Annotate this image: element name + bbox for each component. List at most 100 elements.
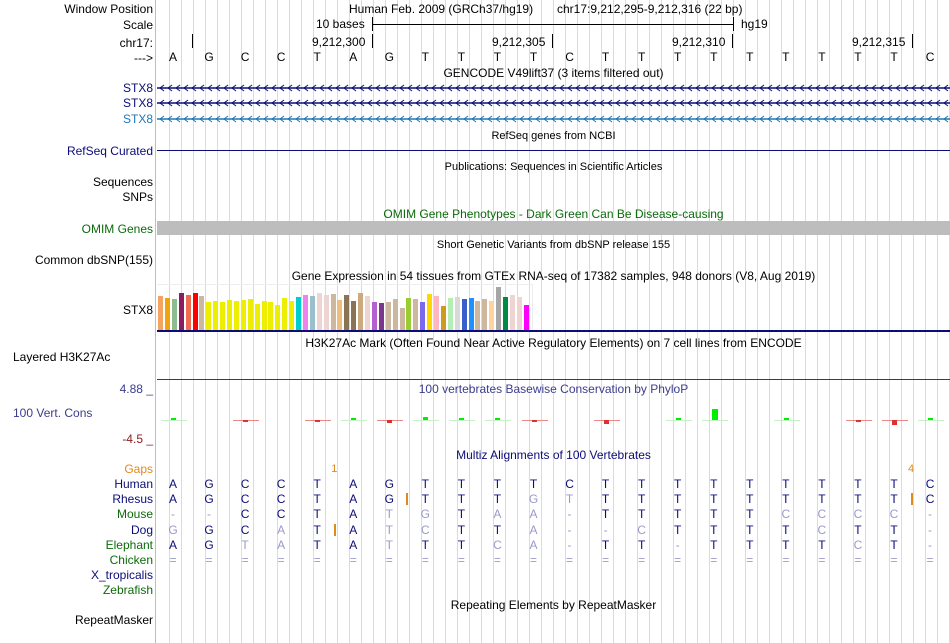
gtex-tissue-bar[interactable] <box>392 299 398 331</box>
gtex-tissue-bar[interactable] <box>399 308 405 331</box>
phylop-score-bar[interactable] <box>603 420 609 424</box>
gtex-tissue-bar[interactable] <box>337 300 343 331</box>
gtex-tissue-bar[interactable] <box>261 301 267 331</box>
gtex-tissue-bar[interactable] <box>496 287 502 331</box>
gencode-transcript[interactable] <box>157 113 950 125</box>
phylop-score-bar[interactable] <box>495 418 501 420</box>
multiz-alignment[interactable]: 1 4 Human A G C C T A G T T T T C T T T T T T T T T C Rhesus A G C C T… <box>0 462 950 597</box>
gtex-tissue-bar[interactable] <box>447 298 453 331</box>
species-label[interactable]: Dog <box>130 522 153 537</box>
phylop-score-bar[interactable] <box>783 418 789 420</box>
species-label[interactable]: Zebrafish <box>102 583 153 598</box>
gtex-tissue-bar[interactable] <box>503 297 508 331</box>
gtex-tissue-bar[interactable] <box>213 301 219 331</box>
gtex-tissue-bar[interactable] <box>440 306 446 331</box>
gtex-tissue-bar[interactable] <box>282 298 288 331</box>
gtex-tissue-bar[interactable] <box>468 298 474 331</box>
phylop-score-bar[interactable] <box>387 420 393 423</box>
gtex-tissue-bar[interactable] <box>233 301 239 331</box>
gtex-tissue-bar[interactable] <box>406 298 412 331</box>
phylop-score-bar[interactable] <box>711 409 718 420</box>
gtex-tissue-bar[interactable] <box>309 296 315 331</box>
gtex-tissue-bar[interactable] <box>371 302 377 331</box>
label-sequences[interactable]: Sequences <box>92 175 153 189</box>
phylop-score-bar[interactable] <box>892 420 897 425</box>
phylop-score-bar[interactable] <box>351 418 357 420</box>
phylop-score-bar[interactable] <box>855 420 861 422</box>
label-refseq[interactable]: RefSeq Curated <box>66 144 153 158</box>
label-repeatmasker[interactable]: RepeatMasker <box>74 613 153 627</box>
species-label[interactable]: Mouse <box>116 507 153 522</box>
gtex-tissue-bar[interactable] <box>475 301 481 331</box>
gtex-tissue-bar[interactable] <box>220 302 226 331</box>
label-dbsnp[interactable]: Common dbSNP(155) <box>34 253 153 267</box>
gtex-tissue-bar[interactable] <box>351 301 357 331</box>
gtex-tissue-bar[interactable] <box>158 296 163 331</box>
gtex-tissue-bar[interactable] <box>330 294 336 331</box>
gtex-tissue-bar[interactable] <box>358 293 364 331</box>
gtex-tissue-bar[interactable] <box>302 295 308 331</box>
gtex-tissue-bar[interactable] <box>489 301 495 331</box>
gtex-tissue-bar[interactable] <box>185 295 191 331</box>
gtex-tissue-bar[interactable] <box>482 299 488 331</box>
gtex-tissue-bar[interactable] <box>164 298 170 331</box>
gtex-tissue-bar[interactable] <box>254 304 260 331</box>
gtex-tissue-bar[interactable] <box>454 297 460 331</box>
gtex-tissue-bar[interactable] <box>247 299 253 331</box>
label-h3k27ac[interactable]: Layered H3K27Ac <box>13 350 111 364</box>
refseq-gene-line[interactable] <box>157 150 950 151</box>
phylop-conservation-plot[interactable] <box>157 398 950 438</box>
label-snps[interactable]: SNPs <box>122 190 153 204</box>
gtex-tissue-bar[interactable] <box>420 302 426 331</box>
gtex-tissue-bar[interactable] <box>289 301 295 331</box>
phylop-score-bar[interactable] <box>928 418 934 420</box>
gtex-tissue-bar[interactable] <box>413 299 419 331</box>
phylop-score-bar[interactable] <box>315 420 321 422</box>
label-gtex[interactable]: STX8 <box>122 303 153 317</box>
gtex-tissue-bar[interactable] <box>171 299 177 331</box>
gtex-tissue-bar[interactable] <box>509 295 515 331</box>
phylop-score-bar[interactable] <box>459 418 465 420</box>
gtex-tissue-bar[interactable] <box>227 300 232 331</box>
gencode-item-label[interactable]: STX8 <box>122 81 153 95</box>
phylop-score-bar[interactable] <box>531 420 537 422</box>
gtex-tissue-bar[interactable] <box>296 297 301 331</box>
gtex-tissue-bar[interactable] <box>385 302 391 331</box>
phylop-score-bar[interactable] <box>171 418 176 420</box>
gtex-tissue-bar[interactable] <box>268 302 274 331</box>
gtex-tissue-bar[interactable] <box>427 294 433 331</box>
gtex-tissue-bar[interactable] <box>192 293 198 331</box>
gtex-tissue-bar[interactable] <box>199 296 205 331</box>
gencode-item-label[interactable]: STX8 <box>122 96 153 110</box>
gtex-tissue-bar[interactable] <box>516 297 522 331</box>
phylop-score-bar[interactable] <box>675 418 681 420</box>
species-label[interactable]: X_tropicalis <box>90 568 153 583</box>
gencode-item-label[interactable]: STX8 <box>122 112 153 126</box>
aligned-base: T <box>674 507 682 522</box>
gtex-tissue-bar[interactable] <box>316 293 322 331</box>
gtex-tissue-bar[interactable] <box>378 303 384 331</box>
label-omim[interactable]: OMIM Genes <box>81 222 153 236</box>
gtex-expression-bars[interactable] <box>157 284 533 331</box>
gtex-tissue-bar[interactable] <box>434 296 439 331</box>
gtex-tissue-bar[interactable] <box>275 305 281 331</box>
gtex-tissue-bar[interactable] <box>523 305 529 331</box>
gtex-tissue-bar[interactable] <box>240 300 246 331</box>
species-label[interactable]: Chicken <box>109 553 153 567</box>
strand-arrow <box>359 99 365 107</box>
gtex-tissue-bar[interactable] <box>178 293 184 331</box>
gtex-tissue-bar[interactable] <box>206 302 212 331</box>
gtex-tissue-bar[interactable] <box>344 295 350 331</box>
gtex-tissue-bar[interactable] <box>323 295 329 331</box>
species-label[interactable]: Human <box>114 477 153 491</box>
phylop-score-bar[interactable] <box>423 417 429 420</box>
species-label[interactable]: Elephant <box>105 537 153 552</box>
omim-gene-bar[interactable] <box>157 221 950 235</box>
species-label[interactable]: Rhesus <box>112 492 153 507</box>
phylop-score-bar[interactable] <box>243 420 249 422</box>
label-phylop[interactable]: 100 Vert. Cons <box>13 406 93 420</box>
gtex-tissue-bar[interactable] <box>365 296 370 331</box>
gtex-tissue-bar[interactable] <box>461 299 467 331</box>
gencode-transcript[interactable] <box>157 97 950 109</box>
gencode-transcript[interactable] <box>157 82 950 94</box>
